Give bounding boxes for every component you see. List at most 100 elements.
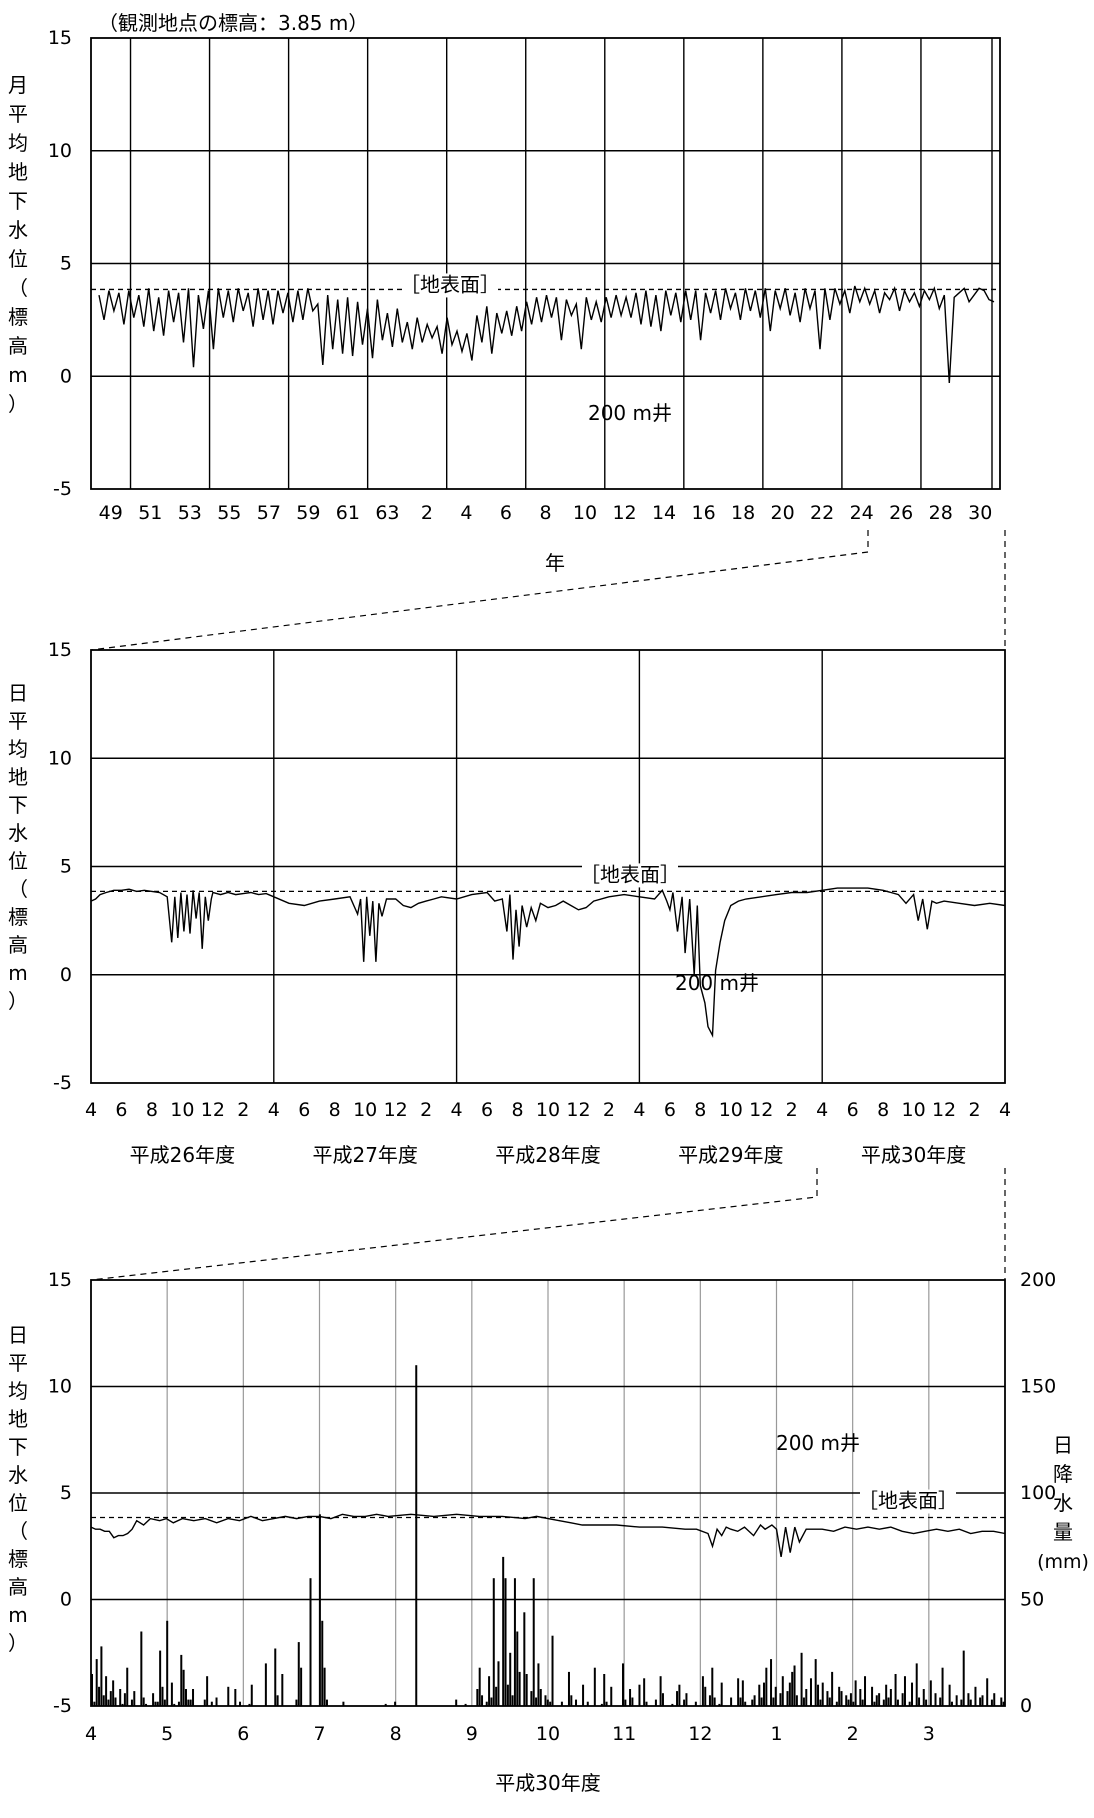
- x-axis-label: 年: [545, 551, 565, 575]
- y-axis-label-char: 平: [8, 1351, 28, 1375]
- x-tick-label: 10: [902, 1099, 926, 1121]
- rainfall-bar: [415, 1365, 418, 1706]
- rainfall-bar: [342, 1701, 345, 1706]
- water-level-series: [90, 887, 1006, 1039]
- rainfall-bar: [762, 1682, 765, 1706]
- rainfall-bar: [163, 1699, 166, 1706]
- rainfall-bar: [859, 1689, 862, 1706]
- x-tick-label: 8: [390, 1723, 402, 1745]
- x-tick-label: 4: [85, 1099, 97, 1121]
- y-axis-label-char: 標: [8, 1547, 28, 1571]
- rainfall-bar: [159, 1650, 162, 1706]
- rainfall-bar: [170, 1682, 173, 1706]
- y-axis-label-char: 日: [8, 1323, 28, 1347]
- x-tick-label: 63: [375, 502, 399, 524]
- y-tick-label: 15: [48, 1269, 72, 1291]
- y2-tick-label: 0: [1020, 1695, 1032, 1717]
- rainfall-bar: [685, 1693, 688, 1706]
- rainfall-bar: [91, 1674, 93, 1706]
- y-axis-label-char: 高: [8, 933, 28, 957]
- rainfall-bar: [701, 1676, 704, 1706]
- y-axis-label-char: 高: [8, 334, 28, 358]
- rainfall-bar: [788, 1682, 791, 1706]
- x-tick-label: 3: [923, 1723, 935, 1745]
- x-tick-label: 6: [115, 1099, 127, 1121]
- y-tick-label: 10: [48, 1376, 72, 1398]
- rainfall-bar: [321, 1620, 324, 1706]
- y2-axis-label-char: 水: [1053, 1491, 1073, 1515]
- rainfall-bar: [114, 1697, 117, 1706]
- rainfall-bar: [281, 1674, 284, 1706]
- series-label: 200 m井: [776, 1431, 860, 1455]
- y-axis-label-char: 位: [8, 1491, 28, 1515]
- y-axis-label-char: （: [8, 877, 28, 901]
- rainfall-bar: [661, 1693, 664, 1706]
- rainfall-bar: [502, 1556, 505, 1706]
- rainfall-bar: [394, 1701, 397, 1706]
- y-axis-label-char: 地: [8, 160, 28, 184]
- rainfall-bar: [934, 1693, 937, 1706]
- rainfall-bar: [152, 1693, 155, 1706]
- rainfall-bar: [852, 1701, 855, 1706]
- rainfall-bar: [718, 1703, 721, 1706]
- y-tick-label: 15: [48, 639, 72, 661]
- x-tick-label: 12: [566, 1099, 590, 1121]
- rainfall-bar: [250, 1684, 253, 1706]
- rainfall-bar: [861, 1699, 864, 1706]
- y-axis-label-char: （: [8, 1519, 28, 1543]
- rainfall-bar: [485, 1701, 488, 1706]
- y-axis-label-char: 標: [8, 905, 28, 929]
- x-tick-label: 8: [511, 1099, 523, 1121]
- y-axis-label-char: （: [8, 276, 28, 300]
- rainfall-bar: [570, 1695, 573, 1706]
- x-tick-label: 12: [688, 1723, 712, 1745]
- rainfall-bar: [737, 1678, 740, 1706]
- x-tick-label: 2: [237, 1099, 249, 1121]
- rainfall-bar: [318, 1514, 321, 1706]
- x-tick-label: 10: [719, 1099, 743, 1121]
- fiscal-year-label: 平成30年度: [861, 1143, 966, 1167]
- rainfall-bar: [885, 1684, 888, 1706]
- fiscal-year-label: 平成28年度: [495, 1143, 600, 1167]
- rainfall-bar: [814, 1659, 817, 1706]
- rainfall-bar: [227, 1686, 230, 1706]
- y2-axis-label-char: (mm): [1037, 1551, 1089, 1573]
- water-level-series: [98, 285, 995, 384]
- rainfall-bar: [753, 1695, 756, 1706]
- x-tick-label: 8: [694, 1099, 706, 1121]
- y-axis-label-char: 均: [8, 131, 28, 155]
- rainfall-bar: [145, 1703, 148, 1706]
- rainfall-bar: [659, 1676, 662, 1706]
- x-tick-label: 2: [421, 502, 433, 524]
- y-tick-label: -5: [53, 478, 72, 500]
- rainfall-bar: [704, 1686, 707, 1706]
- rainfall-bar: [901, 1693, 904, 1706]
- y-tick-label: 10: [48, 747, 72, 769]
- series-label: 200 m井: [588, 401, 672, 425]
- rainfall-bar: [182, 1669, 185, 1706]
- rainfall-bar: [990, 1699, 993, 1706]
- x-tick-label: 49: [99, 502, 123, 524]
- rainfall-bar: [845, 1695, 848, 1706]
- rainfall-bar: [908, 1701, 911, 1706]
- rainfall-bar: [896, 1699, 899, 1706]
- y-tick-label: 0: [60, 365, 72, 387]
- y-axis-label-char: 平: [8, 102, 28, 126]
- x-tick-label: 4: [633, 1099, 645, 1121]
- rainfall-bar: [610, 1686, 613, 1706]
- rainfall-bar: [1000, 1697, 1003, 1706]
- x-tick-label: 61: [336, 502, 360, 524]
- y2-tick-label: 150: [1020, 1376, 1056, 1398]
- rainfall-bar: [173, 1703, 176, 1706]
- rainfall-bar: [180, 1654, 183, 1706]
- x-tick-label: 57: [257, 502, 281, 524]
- rainfall-bar: [821, 1682, 824, 1706]
- rainfall-bar: [551, 1635, 554, 1706]
- ground-surface-label: ［地表面］: [858, 1488, 958, 1512]
- y-axis-label-char: m: [8, 961, 27, 985]
- rainfall-bar: [184, 1689, 187, 1706]
- rainfall-bar: [239, 1701, 242, 1706]
- rainfall-bar: [993, 1693, 996, 1706]
- rainfall-bar: [939, 1697, 942, 1706]
